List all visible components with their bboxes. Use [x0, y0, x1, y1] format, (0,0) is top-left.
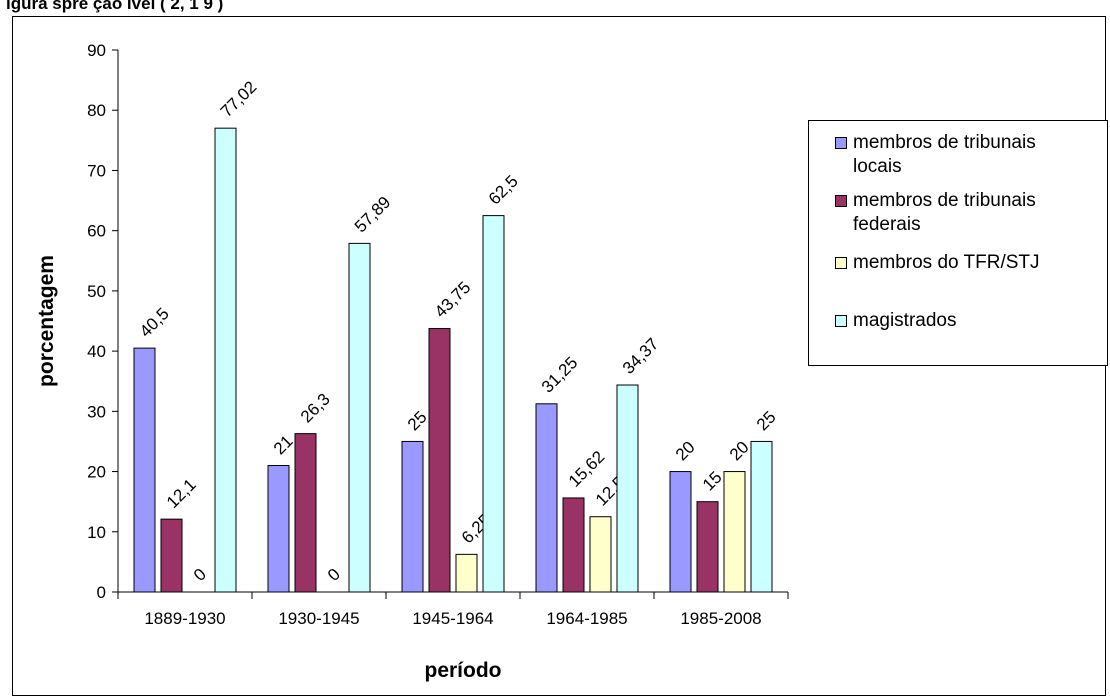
bar: [160, 518, 183, 593]
legend-label-line2: federais: [853, 214, 921, 235]
data-label: 57,89: [351, 193, 395, 237]
legend-swatch: [835, 195, 847, 207]
legend-item-tribunais-locais: membros de tribunais locais: [835, 131, 1103, 179]
bar: [723, 471, 746, 593]
bar: [267, 465, 290, 593]
chart-legend: membros de tribunais locais membros de t…: [808, 120, 1108, 366]
data-label: 43,75: [431, 278, 475, 322]
y-tick-label: 90: [87, 41, 106, 60]
data-label: 77,02: [217, 77, 261, 121]
x-axis-title: período: [425, 659, 502, 682]
y-tick-label: 20: [87, 463, 106, 482]
bar: [482, 215, 505, 593]
data-label: 0: [190, 565, 210, 585]
bar: [133, 347, 156, 593]
data-label: 25: [404, 407, 431, 434]
data-label: 15: [699, 468, 726, 495]
bar: [535, 403, 558, 593]
data-label: 20: [726, 438, 753, 465]
legend-item-magistrados: magistrados: [835, 309, 1103, 333]
bar: [562, 497, 585, 593]
data-label: 15,62: [565, 447, 609, 491]
legend-item-tribunais-federais: membros de tribunais federais: [835, 189, 1103, 237]
y-tick-label: 10: [87, 523, 106, 542]
data-label: 40,5: [136, 304, 173, 341]
data-label: 31,25: [538, 353, 582, 397]
legend-label-line1: membros do TFR/STJ: [853, 252, 1040, 273]
legend-swatch: [835, 257, 847, 269]
x-tick-label: 1964-1985: [546, 609, 627, 628]
bar: [214, 127, 237, 593]
bar: [589, 516, 612, 593]
legend-label-line2: locais: [853, 156, 902, 177]
x-tick-label: 1985-2008: [680, 609, 761, 628]
data-label: 12,1: [163, 475, 200, 512]
x-tick-label: 1889-1930: [144, 609, 225, 628]
data-label: 62,5: [485, 172, 522, 209]
data-label: 34,37: [619, 334, 663, 378]
x-tick-label: 1930-1945: [278, 609, 359, 628]
x-tick-label: 1945-1964: [412, 609, 493, 628]
data-label: 25: [753, 407, 780, 434]
bar: [455, 553, 478, 593]
bar: [696, 501, 719, 593]
bar: [294, 433, 317, 593]
y-tick-label: 40: [87, 342, 106, 361]
data-label: 26,3: [297, 390, 334, 427]
legend-label-line1: membros de tribunais: [853, 190, 1036, 211]
y-tick-label: 80: [87, 101, 106, 120]
legend-swatch: [835, 137, 847, 149]
bar: [669, 471, 692, 593]
data-label: 21: [270, 432, 297, 459]
legend-item-tfr-stj: membros do TFR/STJ: [835, 251, 1103, 275]
bar: [750, 440, 773, 593]
legend-label-line1: membros de tribunais: [853, 132, 1036, 153]
figure-title-fragment: igura spre ção ivel ( 2, 1 9 ): [6, 0, 224, 13]
y-tick-label: 70: [87, 161, 106, 180]
bar: [348, 242, 371, 593]
y-tick-label: 50: [87, 282, 106, 301]
bar: [616, 384, 639, 593]
bar: [401, 440, 424, 593]
bar: [428, 328, 451, 593]
y-axis-title: porcentagem: [35, 255, 58, 387]
legend-swatch: [835, 315, 847, 327]
legend-label-line1: magistrados: [853, 310, 957, 331]
y-tick-label: 60: [87, 222, 106, 241]
data-label: 0: [324, 565, 344, 585]
y-tick-label: 0: [97, 583, 106, 602]
y-tick-label: 30: [87, 402, 106, 421]
data-label: 20: [672, 438, 699, 465]
